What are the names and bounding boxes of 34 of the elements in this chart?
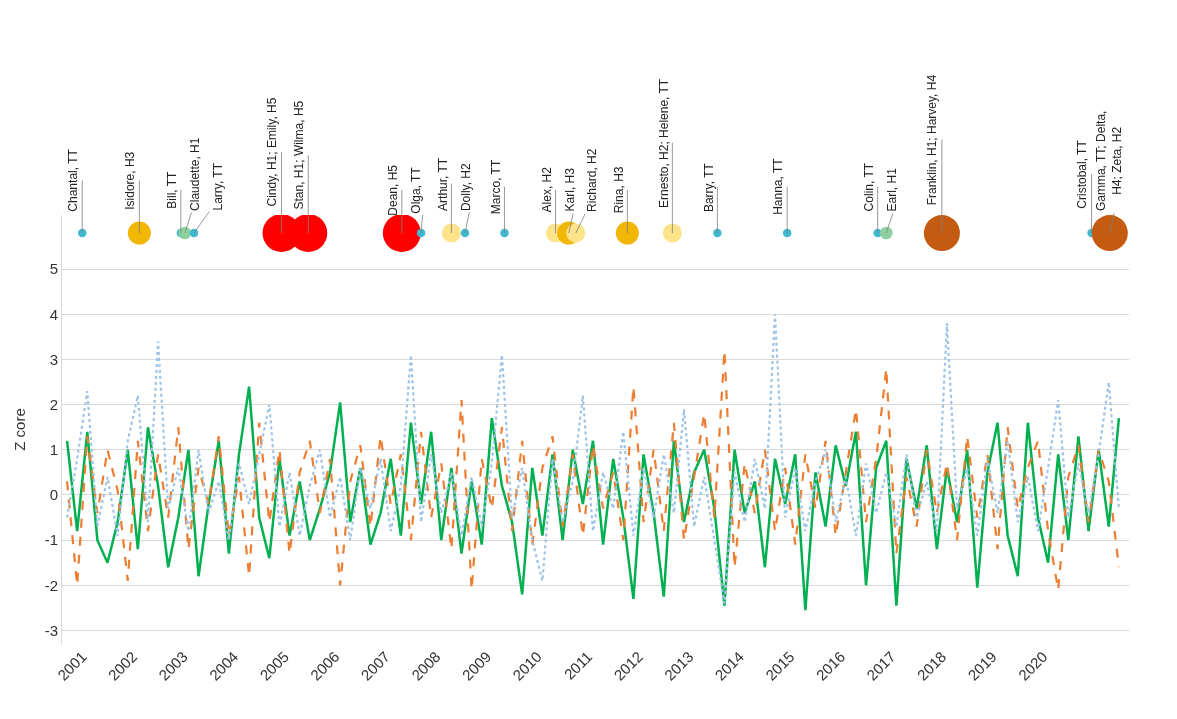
y-tick-label: 4	[49, 305, 58, 323]
annotation: Isidore, H3	[122, 151, 137, 210]
annotation: Larry, TT	[211, 162, 226, 211]
annotation: Dolly, H2	[458, 162, 473, 212]
y-tick-label: -2	[44, 576, 58, 594]
y-tick-label: 1	[49, 441, 58, 459]
annotation: Ernesto, H2; Helene, TT	[656, 78, 671, 208]
annotation: Cindy, H1; Emily, H5	[265, 97, 280, 207]
annotation: Franklin, H1; Harvey, H4	[925, 74, 940, 206]
y-tick-label: 0	[49, 486, 58, 504]
y-tick-label: 3	[49, 350, 58, 368]
annotation: Dean, H5	[385, 164, 400, 216]
annotation: Chantal, TT	[65, 148, 80, 212]
annotation: Earl, H1	[884, 167, 899, 212]
annotation: Karl, H3	[562, 167, 577, 212]
y-tick-label: 5	[49, 260, 58, 278]
y-tick-label: -3	[44, 621, 58, 639]
annotation: Gamma, TT; Delta, H4; Zeta, H2	[1094, 110, 1124, 212]
y-axis-title: Z core	[10, 408, 28, 451]
annotation: Barry, TT	[701, 162, 716, 213]
annotation: Cristobal, TT	[1075, 139, 1090, 209]
annotation: Olga, TT	[408, 166, 423, 214]
y-tick-label: 2	[49, 395, 58, 413]
y-tick-label: -1	[44, 531, 58, 549]
annotation: Alex, H2	[539, 166, 554, 213]
annotation: Stan, H1; Wilma, H5	[292, 100, 307, 210]
annotation: Hanna, TT	[771, 157, 786, 215]
annotation: Rina, H3	[611, 166, 626, 214]
annotation: Arthur, TT	[435, 157, 450, 211]
annotation: Claudette, H1	[187, 137, 202, 211]
annotation: Richard, H2	[585, 148, 600, 212]
annotation: Bill, TT	[164, 170, 179, 209]
annotation: Marco, TT	[488, 159, 503, 215]
annotation: Colin, TT	[861, 162, 876, 212]
